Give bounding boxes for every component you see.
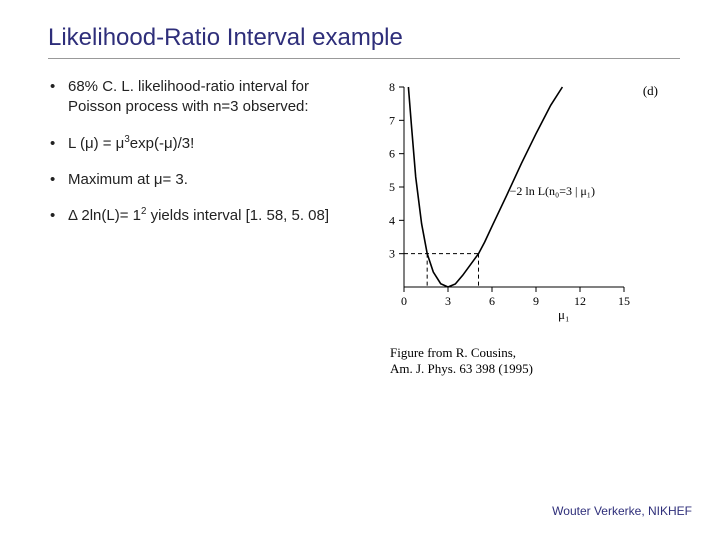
- panel-label-d: (d): [643, 83, 658, 99]
- content-area: 68% C. L. likelihood-ratio interval for …: [48, 77, 680, 377]
- svg-text:8: 8: [389, 80, 395, 94]
- caption-line-2: Am. J. Phys. 63 398 (1995): [390, 361, 680, 377]
- bullet-3: Maximum at μ= 3.: [48, 170, 348, 190]
- figure-panel: 3 4 5 6 7 8 0 3 6 9 12 15 (d) −2 ln L(n₀=3 | μ₁) μ₁…: [360, 77, 680, 377]
- svg-text:4: 4: [389, 213, 395, 227]
- svg-text:3: 3: [389, 247, 395, 261]
- bullet-4-a: Δ 2ln(L)= 1: [68, 207, 141, 224]
- bullet-2-b: exp(-μ)/3!: [130, 135, 195, 152]
- bullet-list: 68% C. L. likelihood-ratio interval for …: [48, 77, 348, 377]
- svg-text:9: 9: [533, 294, 539, 308]
- svg-text:5: 5: [389, 180, 395, 194]
- footer-author: Wouter Verkerke, NIKHEF: [552, 504, 692, 518]
- svg-text:15: 15: [618, 294, 630, 308]
- svg-text:3: 3: [445, 294, 451, 308]
- caption-line-1: Figure from R. Cousins,: [390, 345, 680, 361]
- svg-text:6: 6: [489, 294, 495, 308]
- svg-text:0: 0: [401, 294, 407, 308]
- svg-text:7: 7: [389, 113, 395, 127]
- figure-caption: Figure from R. Cousins, Am. J. Phys. 63 …: [360, 345, 680, 377]
- bullet-2: L (μ) = μ3exp(-μ)/3!: [48, 134, 348, 154]
- x-axis-label: μ₁: [558, 307, 570, 323]
- bullet-4-b: yields interval [1. 58, 5. 08]: [146, 207, 329, 224]
- bullet-1: 68% C. L. likelihood-ratio interval for …: [48, 77, 348, 118]
- bullet-2-a: L (μ) = μ: [68, 135, 124, 152]
- bullet-4: Δ 2ln(L)= 12 yields interval [1. 58, 5. …: [48, 206, 348, 226]
- curve-label: −2 ln L(n₀=3 | μ₁): [510, 184, 595, 199]
- page-title: Likelihood-Ratio Interval example: [48, 24, 680, 59]
- svg-text:6: 6: [389, 147, 395, 161]
- chart: 3 4 5 6 7 8 0 3 6 9 12 15 (d) −2 ln L(n₀=3 | μ₁) μ₁: [360, 77, 660, 337]
- svg-text:12: 12: [574, 294, 586, 308]
